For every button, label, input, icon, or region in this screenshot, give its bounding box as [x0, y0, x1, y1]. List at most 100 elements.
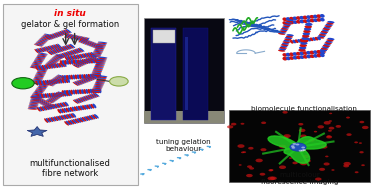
Ellipse shape: [29, 103, 39, 105]
Circle shape: [308, 139, 314, 142]
Ellipse shape: [88, 53, 92, 57]
Ellipse shape: [68, 51, 74, 55]
Ellipse shape: [286, 17, 291, 21]
Ellipse shape: [320, 18, 325, 22]
Ellipse shape: [58, 74, 66, 77]
Ellipse shape: [296, 20, 301, 24]
Ellipse shape: [66, 114, 70, 119]
Ellipse shape: [49, 98, 57, 101]
Ellipse shape: [85, 41, 91, 45]
Ellipse shape: [38, 85, 48, 87]
Ellipse shape: [92, 115, 97, 119]
Ellipse shape: [62, 108, 65, 113]
Ellipse shape: [29, 104, 38, 105]
Circle shape: [329, 127, 334, 130]
Ellipse shape: [85, 116, 90, 121]
Circle shape: [256, 159, 263, 162]
Ellipse shape: [85, 53, 88, 58]
Ellipse shape: [63, 108, 68, 113]
Ellipse shape: [84, 96, 90, 100]
Ellipse shape: [81, 39, 87, 43]
Ellipse shape: [75, 74, 78, 79]
Ellipse shape: [79, 89, 82, 94]
Ellipse shape: [50, 50, 55, 54]
Ellipse shape: [61, 31, 67, 35]
Ellipse shape: [35, 59, 44, 60]
Circle shape: [343, 164, 349, 167]
Ellipse shape: [90, 74, 93, 79]
Circle shape: [239, 164, 242, 166]
Ellipse shape: [77, 54, 81, 59]
Ellipse shape: [281, 44, 288, 46]
Ellipse shape: [45, 46, 50, 51]
Ellipse shape: [74, 55, 78, 60]
Ellipse shape: [56, 55, 62, 59]
Ellipse shape: [49, 81, 57, 84]
Ellipse shape: [317, 36, 321, 40]
Circle shape: [298, 123, 303, 125]
Ellipse shape: [57, 54, 63, 58]
Ellipse shape: [49, 117, 53, 122]
Ellipse shape: [286, 19, 294, 21]
Ellipse shape: [48, 80, 51, 84]
Ellipse shape: [289, 56, 294, 60]
Circle shape: [300, 162, 307, 165]
Ellipse shape: [56, 103, 60, 108]
Ellipse shape: [32, 94, 41, 96]
Ellipse shape: [39, 94, 42, 98]
Ellipse shape: [289, 21, 294, 24]
Ellipse shape: [47, 93, 50, 98]
Ellipse shape: [66, 33, 70, 38]
Ellipse shape: [74, 99, 80, 103]
Ellipse shape: [73, 100, 78, 104]
Ellipse shape: [297, 39, 301, 43]
Ellipse shape: [50, 80, 59, 83]
Ellipse shape: [83, 78, 89, 82]
Ellipse shape: [47, 118, 51, 122]
Ellipse shape: [68, 75, 71, 80]
Ellipse shape: [75, 55, 79, 59]
Ellipse shape: [68, 120, 72, 125]
Ellipse shape: [76, 106, 80, 111]
Ellipse shape: [93, 70, 102, 72]
Ellipse shape: [84, 59, 90, 63]
Ellipse shape: [280, 45, 288, 47]
Ellipse shape: [28, 106, 38, 107]
Ellipse shape: [290, 40, 294, 44]
Ellipse shape: [38, 107, 43, 111]
Text: multicolour
fluorescence imaging: multicolour fluorescence imaging: [261, 173, 339, 185]
Ellipse shape: [97, 58, 107, 59]
Ellipse shape: [285, 37, 292, 39]
Circle shape: [249, 167, 254, 170]
Ellipse shape: [313, 50, 318, 54]
Ellipse shape: [41, 37, 49, 40]
Ellipse shape: [45, 80, 48, 85]
Ellipse shape: [54, 49, 59, 53]
Circle shape: [282, 111, 288, 114]
Ellipse shape: [327, 21, 335, 23]
Ellipse shape: [94, 50, 103, 52]
Ellipse shape: [47, 82, 55, 85]
Ellipse shape: [38, 40, 46, 43]
Ellipse shape: [74, 82, 80, 86]
Ellipse shape: [52, 79, 60, 82]
Ellipse shape: [69, 56, 73, 60]
Ellipse shape: [97, 43, 107, 45]
Ellipse shape: [46, 118, 50, 123]
Ellipse shape: [30, 97, 39, 99]
Ellipse shape: [72, 75, 75, 79]
Circle shape: [246, 174, 253, 177]
Ellipse shape: [279, 48, 286, 50]
Ellipse shape: [97, 45, 103, 49]
Ellipse shape: [37, 88, 46, 90]
Circle shape: [336, 125, 341, 128]
Ellipse shape: [325, 42, 332, 44]
Ellipse shape: [313, 15, 318, 18]
Ellipse shape: [29, 103, 39, 104]
Circle shape: [270, 177, 277, 180]
Ellipse shape: [92, 75, 98, 79]
Bar: [151, 28, 176, 120]
Ellipse shape: [310, 51, 314, 54]
Ellipse shape: [93, 87, 103, 88]
Ellipse shape: [34, 78, 43, 79]
